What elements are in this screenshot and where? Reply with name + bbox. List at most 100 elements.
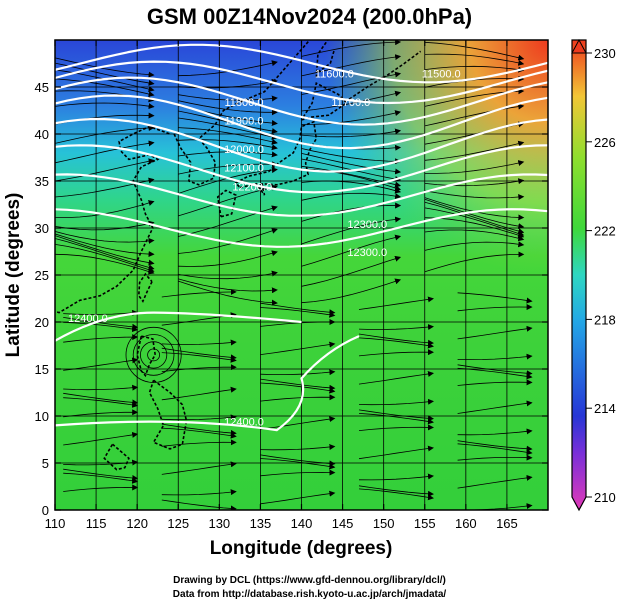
- streamline: [424, 198, 525, 230]
- streamline: [55, 235, 155, 266]
- streamline: [260, 302, 336, 316]
- coastline: [103, 443, 130, 471]
- x-tick-label: 135: [250, 516, 272, 531]
- y-tick-label: 0: [42, 503, 49, 518]
- streamline: [457, 503, 533, 510]
- streamline: [55, 238, 155, 271]
- streamline: [457, 304, 533, 312]
- plot-area: 11800.0 11900.0 12000.0 12100.0 12200.0 11600…: [55, 40, 548, 510]
- vortex-streamline: [132, 334, 175, 376]
- x-axis: 110 115 120 125 130 135 140 145 150 155 160 165: [45, 40, 518, 531]
- streamline: [358, 349, 434, 357]
- streamline: [457, 364, 533, 377]
- streamline: [457, 379, 533, 386]
- streamline: [161, 347, 237, 361]
- colorbar-tick-label: 230: [594, 46, 616, 61]
- streamline: [63, 357, 139, 371]
- streamline: [63, 459, 139, 466]
- y-tick-label: 40: [35, 127, 49, 142]
- streamline: [63, 322, 139, 332]
- x-tick-label: 155: [414, 516, 436, 531]
- colorbar-tick-label: 214: [594, 401, 616, 416]
- x-tick-label: 115: [86, 516, 107, 531]
- streamline: [55, 244, 155, 273]
- streamline: [63, 431, 139, 446]
- x-tick-label: 160: [455, 516, 477, 531]
- streamline: [424, 190, 525, 201]
- x-axis-label: Longitude (degrees): [210, 538, 393, 559]
- streamline: [55, 233, 155, 258]
- colorbar: 230 226 222 218 214 210: [571, 38, 616, 512]
- height-contour: [55, 208, 548, 248]
- streamline: [358, 409, 434, 422]
- streamline: [260, 416, 336, 430]
- y-tick-label: 10: [35, 409, 49, 424]
- coastline: [234, 120, 318, 196]
- streamline: [301, 71, 402, 95]
- coastline: [148, 379, 188, 450]
- y-axis: 0 5 10 15 20 25 30 35 40 45: [35, 80, 548, 518]
- streamline: [424, 241, 525, 251]
- credit-line-1: Drawing by DCL (https://www.gfd-dennou.o…: [173, 575, 446, 586]
- streamline: [178, 280, 278, 306]
- streamline: [55, 78, 155, 97]
- streamline: [457, 440, 533, 452]
- height-contour: [55, 311, 302, 342]
- streamline: [424, 103, 525, 127]
- streamline: [301, 180, 402, 194]
- streamline: [260, 319, 336, 327]
- coastline: [216, 189, 237, 218]
- streamline: [457, 474, 533, 489]
- streamline: [161, 489, 237, 496]
- streamline: [301, 192, 402, 201]
- y-tick-label: 15: [35, 362, 49, 377]
- streamline: [301, 128, 402, 138]
- vortex-streamline: [140, 341, 168, 369]
- streamline: [161, 439, 237, 447]
- streamline: [161, 386, 237, 401]
- streamline: [260, 378, 336, 391]
- streamline: [55, 57, 155, 78]
- height-contour: [55, 60, 548, 105]
- streamline: [63, 384, 139, 391]
- contour-label: 11700.0: [331, 97, 370, 109]
- streamline: [457, 325, 533, 340]
- streamline: [178, 250, 278, 267]
- streamline: [260, 490, 336, 505]
- y-tick-label: 35: [35, 174, 49, 189]
- streamline: [358, 337, 434, 349]
- streamline: [301, 278, 402, 304]
- streamline: [260, 454, 336, 467]
- streamline: [424, 140, 525, 161]
- contour-labels: 11800.0 11900.0 12000.0 12100.0 12200.0 11600…: [68, 69, 461, 429]
- streamline: [55, 253, 155, 275]
- x-tick-label: 125: [167, 516, 189, 531]
- streamline: [161, 427, 237, 439]
- streamline: [424, 41, 525, 61]
- height-contour: [55, 335, 360, 432]
- streamline: [260, 307, 336, 318]
- height-contours: [55, 43, 548, 432]
- colorbar-tick-label: 222: [594, 224, 616, 239]
- x-tick-label: 130: [208, 516, 230, 531]
- streamline: [424, 65, 525, 73]
- x-tick-label: 110: [45, 516, 66, 531]
- streamline: [301, 255, 402, 287]
- streamline: [178, 117, 278, 140]
- streamline: [178, 94, 278, 102]
- streamline: [161, 288, 237, 298]
- streamline: [178, 228, 278, 254]
- streamline: [424, 229, 525, 242]
- credit-line-2: Data from http://database.rish.kyoto-u.a…: [172, 589, 447, 600]
- streamline: [457, 454, 533, 461]
- streamline: [301, 216, 402, 245]
- streamline: [424, 160, 525, 174]
- streamline: [424, 178, 525, 187]
- colorbar-tick-label: 210: [594, 490, 616, 505]
- y-tick-label: 30: [35, 221, 49, 236]
- streamline: [358, 445, 434, 460]
- colorbar-tick-label: 218: [594, 312, 616, 327]
- streamline: [161, 414, 237, 421]
- streamline: [63, 334, 139, 343]
